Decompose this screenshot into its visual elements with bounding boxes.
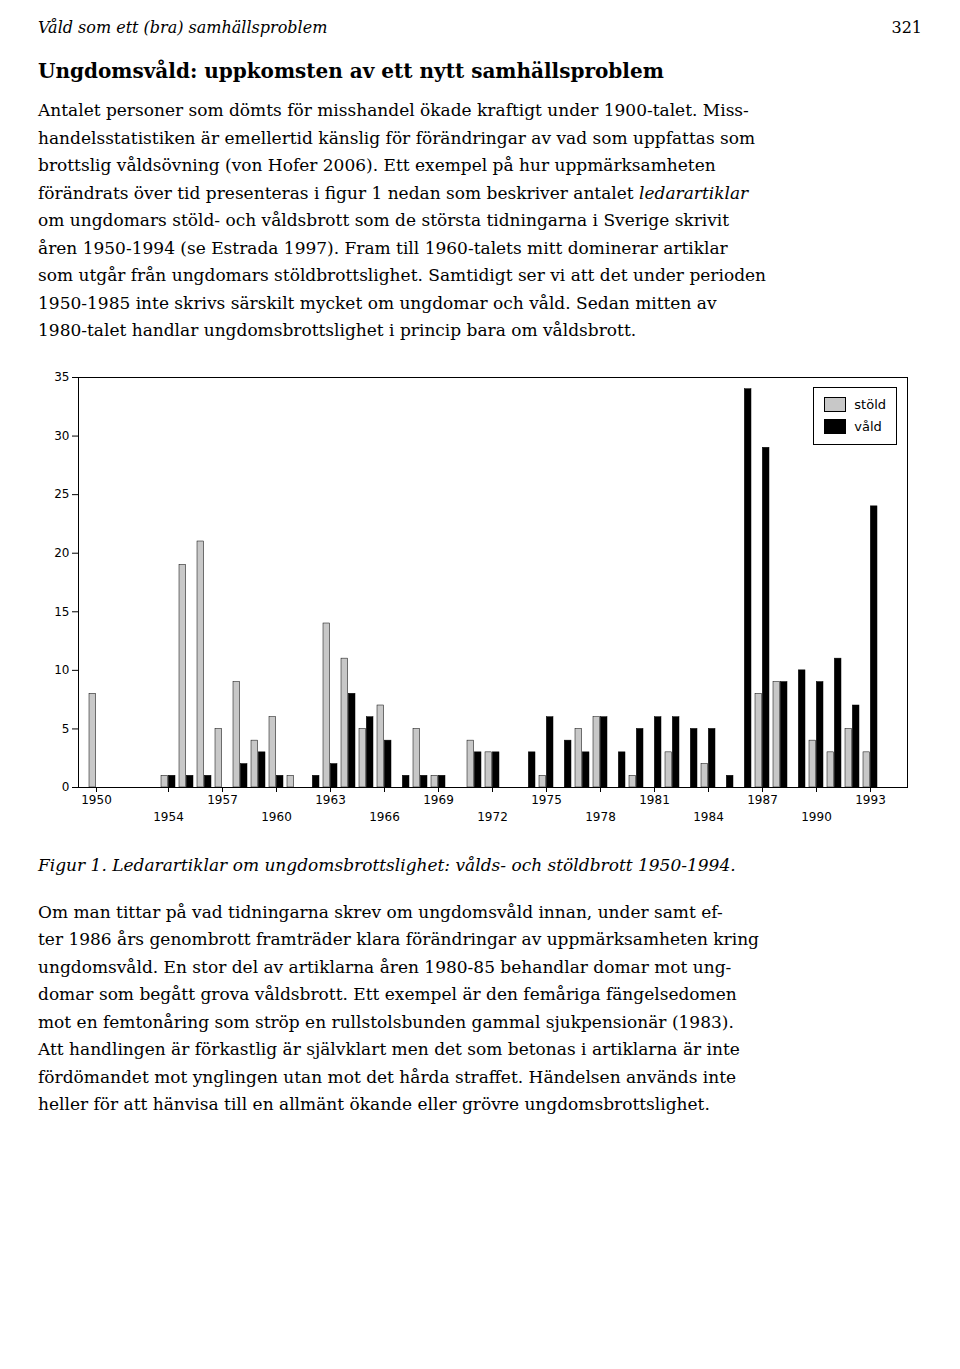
html-text:domar som begått grova våldsbr: domar som begått grova våldsbrott. Ett e… <box>38 984 737 1004</box>
svg-text:10: 10 <box>54 663 69 677</box>
html-text:Ungdomsvåld: uppkomsten av ett: Ungdomsvåld: uppkomsten av ett nytt samh… <box>38 59 664 83</box>
html-text:ter 1986 års genombrott framtr: ter 1986 års genombrott framträder klara… <box>38 929 759 949</box>
html-text:förändrats över tid presentera: förändrats över tid presenteras i figur … <box>38 182 749 203</box>
html-text:våld: våld <box>854 419 882 434</box>
svg-text:1990: 1990 <box>801 810 832 824</box>
html-text:mot en femtonåring som ströp e: mot en femtonåring som ströp en rullstol… <box>38 1011 734 1032</box>
html-text:som utgår från ungdomars stöld: som utgår från ungdomars stöldbrottsligh… <box>38 265 766 285</box>
svg-text:35: 35 <box>54 370 69 384</box>
html-text:heller för att hänvisa till en: heller för att hänvisa till en allmänt ö… <box>38 1094 710 1114</box>
svg-text:25: 25 <box>54 487 69 501</box>
html-text:fördömandet mot ynglingen utan: fördömandet mot ynglingen utan mot det h… <box>38 1066 736 1087</box>
svg-text:15: 15 <box>54 604 69 618</box>
html-text:1980-talet handlar ungdomsbrot: 1980-talet handlar ungdomsbrottslighet i… <box>38 320 637 340</box>
svg-text:1960: 1960 <box>261 810 292 824</box>
svg-text:5: 5 <box>62 721 70 735</box>
html-text:stöld: stöld <box>854 397 886 412</box>
svg-text:1993: 1993 <box>855 793 886 807</box>
html-text:åren 1950-1994 (se Estrada 199: åren 1950-1994 (se Estrada 1997). Fram t… <box>38 237 728 258</box>
html-text:321: 321 <box>891 18 922 37</box>
svg-text:30: 30 <box>54 428 69 442</box>
svg-text:1978: 1978 <box>585 810 616 824</box>
html-text:1950-1985 inte skrivs särskilt: 1950-1985 inte skrivs särskilt mycket om… <box>38 292 717 313</box>
svg-text:1950: 1950 <box>81 793 112 807</box>
html-text:Våld som ett (bra) samhällspro: Våld som ett (bra) samhällsproblem <box>38 18 328 37</box>
svg-text:1984: 1984 <box>693 810 724 824</box>
svg-text:20: 20 <box>54 546 69 560</box>
html-text:ungdomsvåld. En stor del av ar: ungdomsvåld. En stor del av artiklarna å… <box>38 956 732 977</box>
svg-text:1975: 1975 <box>531 793 562 807</box>
html-text:Att handlingen är förkastlig ä: Att handlingen är förkastlig är självkla… <box>38 1039 740 1059</box>
svg-text:1981: 1981 <box>639 793 670 807</box>
svg-text:1969: 1969 <box>423 793 454 807</box>
html-text:brottslig våldsövning (von Hof: brottslig våldsövning (von Hofer 2006). … <box>38 155 716 175</box>
html-text:Antalet personer som dömts för: Antalet personer som dömts för misshande… <box>38 100 749 120</box>
svg-text:1987: 1987 <box>747 793 778 807</box>
svg-text:1966: 1966 <box>369 810 400 824</box>
svg-text:1963: 1963 <box>315 793 346 807</box>
html-text:handelsstatistiken är emellert: handelsstatistiken är emellertid känslig… <box>38 127 756 148</box>
html-text:om ungdomars stöld- och våldsb: om ungdomars stöld- och våldsbrott som d… <box>38 210 730 230</box>
svg-text:1957: 1957 <box>207 793 238 807</box>
svg-text:1972: 1972 <box>477 810 508 824</box>
svg-text:1954: 1954 <box>153 810 184 824</box>
html-text:Om man tittar på vad tidningar: Om man tittar på vad tidningarna skrev o… <box>38 901 723 922</box>
html-text:Figur 1. Ledarartiklar om ungd: Figur 1. Ledarartiklar om ungdomsbrottsl… <box>38 854 736 875</box>
svg-text:0: 0 <box>62 780 70 794</box>
